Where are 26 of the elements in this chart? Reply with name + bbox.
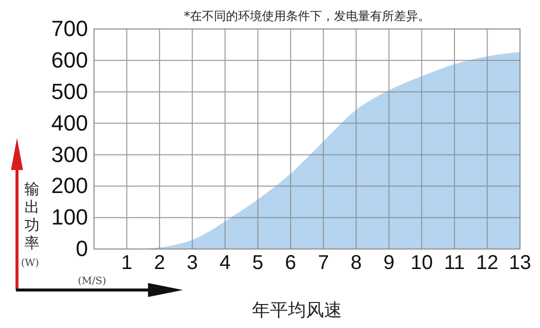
x-axis-title: 年平均风速 — [252, 300, 342, 321]
x-tick-label: 6 — [285, 252, 296, 274]
y-tick-label: 600 — [51, 47, 88, 72]
x-tick-label: 4 — [220, 252, 231, 274]
x-tick-label: 8 — [350, 252, 362, 274]
x-tick-label: 1 — [121, 252, 132, 274]
chart-title: *在不同的环境使用条件下，发电量有所差异。 — [184, 9, 430, 23]
y-tick-label: 500 — [51, 78, 88, 104]
y-tick-label: 300 — [51, 142, 88, 167]
x-tick-label: 2 — [154, 252, 166, 274]
x-tick-label: 13 — [508, 252, 532, 274]
text: (W) — [20, 258, 40, 269]
y-tick-label: 700 — [51, 16, 88, 42]
x-tick-label: 10 — [410, 252, 433, 274]
y-axis-title: 输出功率 — [24, 180, 40, 252]
x-tick-label: 12 — [476, 252, 498, 274]
y-tick-label: 0 — [76, 236, 88, 262]
x-tick-label: 5 — [252, 252, 264, 274]
y-tick-label: 400 — [51, 110, 88, 136]
x-tick-label: 9 — [383, 252, 394, 274]
x-tick-label: 11 — [444, 252, 465, 274]
y-tick-label: 200 — [51, 173, 88, 198]
x-tick-label: 3 — [186, 252, 198, 274]
x-tick-label: 7 — [318, 252, 329, 274]
text: (M/S) — [78, 276, 106, 287]
y-tick-label: 100 — [51, 204, 88, 230]
